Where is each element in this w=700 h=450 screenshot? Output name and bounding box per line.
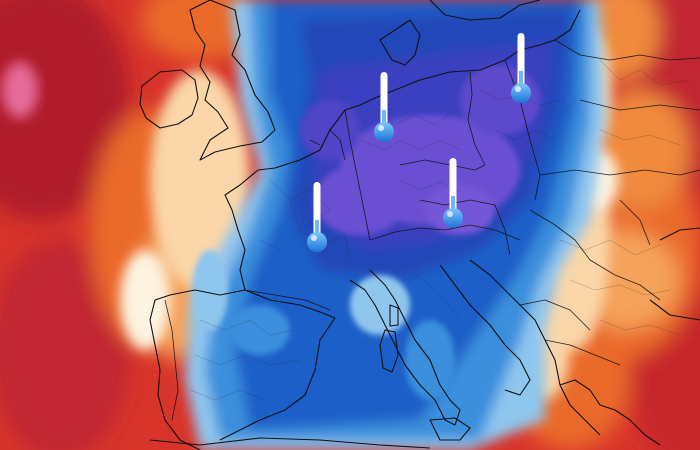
thermometer-bulb: [443, 208, 463, 228]
iberia-med-coast: [219, 317, 336, 441]
border-czech-austria: [419, 199, 496, 206]
border-romania-bulgaria: [589, 259, 661, 301]
border-germany-poland: [467, 71, 486, 166]
greece-coast: [559, 379, 661, 446]
border-baltics: [554, 39, 700, 61]
thermometer-bulb-shine: [515, 86, 521, 92]
border-alps: [369, 224, 521, 241]
thermometer-bulb-shine: [378, 125, 384, 131]
border-benelux: [309, 129, 346, 161]
thermometer-mercury: [315, 220, 319, 240]
italy-east-coast: [439, 264, 531, 396]
sicily-coast: [429, 417, 471, 441]
border-france-germany: [344, 109, 371, 241]
border-austria-hungary: [494, 204, 511, 256]
hot-spot-atlantic: [2, 62, 38, 118]
thermometer-mercury: [519, 71, 523, 91]
thermometer-mercury: [382, 110, 386, 130]
italy-coast: [349, 269, 461, 426]
thermometer-bulb: [511, 83, 531, 103]
western-europe-coast: [257, 9, 581, 171]
thermometer-bulb: [307, 232, 327, 252]
scandinavia-coast: [429, 0, 541, 21]
denmark-coast: [379, 19, 421, 66]
black-sea-coast: [649, 227, 700, 321]
thermometer-bulb: [374, 122, 394, 142]
sardinia-coast: [379, 329, 399, 373]
thermometer-bulb-shine: [447, 211, 453, 217]
border-spain-portugal: [164, 299, 179, 421]
ireland-coast: [139, 69, 199, 129]
thermometer-germany-north: [374, 72, 394, 142]
border-belarus: [579, 99, 700, 111]
france-atlantic-coast: [224, 169, 259, 291]
iberia-coast: [149, 289, 336, 450]
thermometer-spain-france: [307, 182, 327, 252]
great-britain-coast: [189, 0, 276, 161]
border-balkans-2: [544, 339, 621, 366]
border-ukraine: [539, 169, 700, 176]
border-balkans-1: [519, 299, 591, 331]
thermometer-austria: [443, 158, 463, 228]
thermometer-bulb-shine: [311, 235, 317, 241]
thermometer-mercury: [451, 196, 455, 216]
border-spain-france: [244, 289, 331, 311]
north-africa-coast: [149, 437, 431, 449]
thermometer-poland: [511, 33, 531, 103]
temperature-field-cold: [185, 0, 605, 450]
corsica-coast: [389, 304, 399, 327]
border-moldova: [619, 199, 651, 246]
border-hungary-romania: [529, 209, 591, 261]
